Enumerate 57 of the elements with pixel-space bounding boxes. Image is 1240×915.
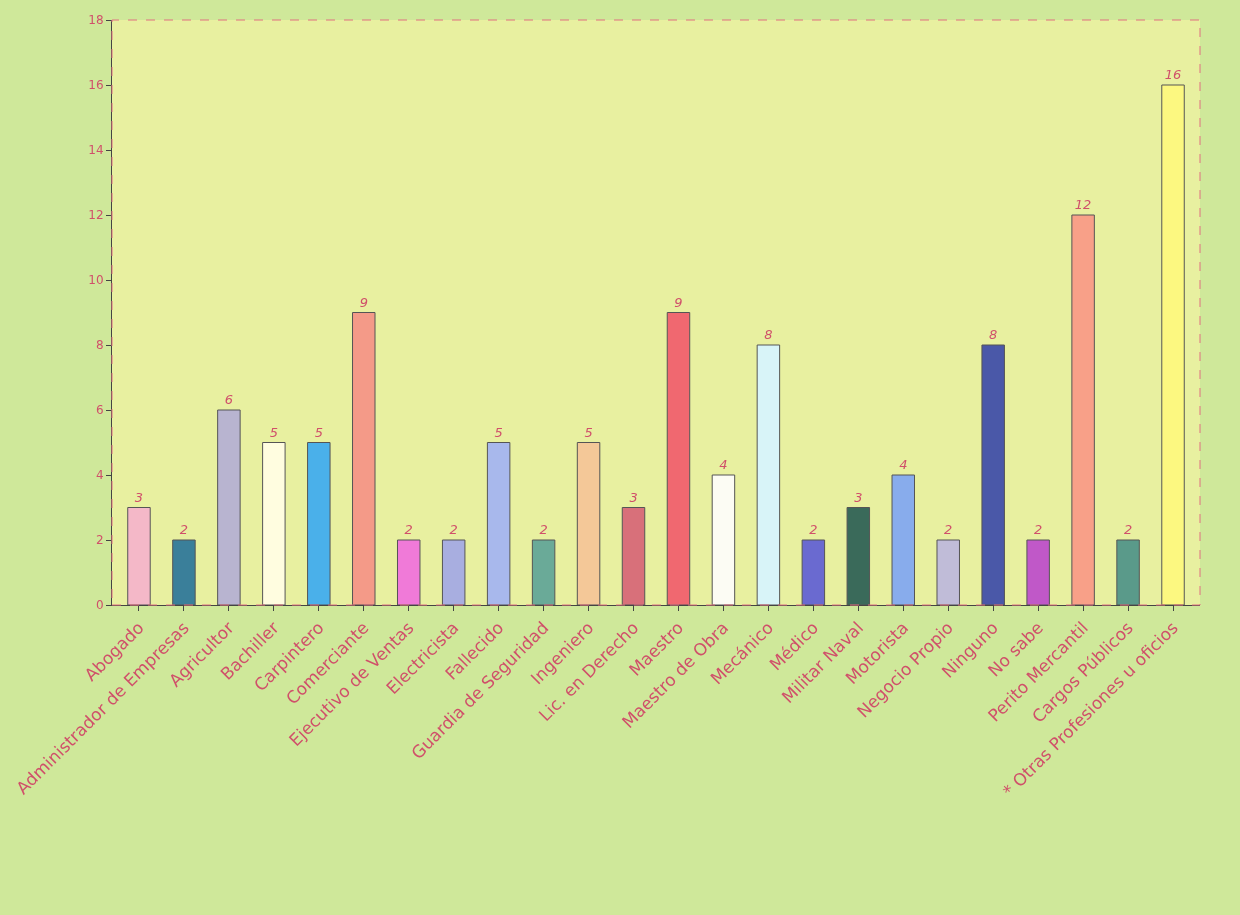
data-label: 5 bbox=[314, 424, 323, 440]
data-label: 3 bbox=[854, 489, 863, 505]
data-label: 2 bbox=[944, 522, 953, 537]
bar bbox=[846, 507, 871, 605]
bar bbox=[307, 442, 331, 605]
data-label: 3 bbox=[629, 489, 638, 505]
bar bbox=[217, 409, 241, 605]
bar bbox=[127, 507, 151, 605]
data-label: 12 bbox=[1074, 197, 1092, 212]
data-label: 4 bbox=[719, 457, 728, 472]
y-tick-label: 2 bbox=[95, 533, 104, 548]
data-label: 4 bbox=[899, 457, 908, 472]
data-label: 9 bbox=[359, 294, 368, 310]
bar bbox=[352, 312, 376, 605]
bar bbox=[936, 539, 960, 605]
y-tick-label: 4 bbox=[95, 468, 104, 483]
bar bbox=[1161, 84, 1185, 605]
bar bbox=[1116, 539, 1140, 605]
data-label: 5 bbox=[269, 424, 278, 440]
data-label: 8 bbox=[764, 327, 773, 342]
data-label: 2 bbox=[449, 522, 458, 537]
bar bbox=[801, 539, 826, 605]
data-label: 2 bbox=[539, 522, 548, 537]
y-tick-label: 18 bbox=[88, 13, 104, 28]
y-tick-label: 16 bbox=[88, 78, 104, 93]
bar bbox=[172, 539, 196, 605]
bar bbox=[1071, 214, 1095, 605]
bar bbox=[666, 312, 691, 605]
bar bbox=[396, 539, 421, 605]
bar bbox=[486, 442, 511, 605]
data-label: 2 bbox=[1034, 522, 1043, 537]
data-label: 16 bbox=[1164, 67, 1182, 82]
data-label: 5 bbox=[494, 424, 503, 440]
y-tick-label: 8 bbox=[95, 338, 104, 353]
bar bbox=[576, 442, 601, 605]
bar bbox=[756, 344, 781, 605]
bar bbox=[531, 539, 556, 605]
data-label: 5 bbox=[584, 424, 593, 440]
data-label: 8 bbox=[989, 327, 998, 342]
data-label: 3 bbox=[134, 489, 144, 505]
y-tick-label: 12 bbox=[88, 208, 104, 223]
y-tick-label: 10 bbox=[88, 273, 104, 288]
data-label: 2 bbox=[1123, 522, 1133, 537]
bar bbox=[262, 442, 286, 605]
data-label: 6 bbox=[224, 392, 234, 407]
bar bbox=[441, 539, 466, 605]
bar bbox=[891, 474, 916, 605]
data-label: 2 bbox=[179, 522, 189, 537]
y-tick-label: 0 bbox=[95, 598, 104, 613]
bar bbox=[1026, 539, 1050, 605]
data-label: 9 bbox=[674, 294, 683, 310]
data-label: 2 bbox=[809, 522, 818, 537]
bar bbox=[711, 474, 736, 605]
data-label: 2 bbox=[404, 522, 413, 537]
y-tick-label: 6 bbox=[95, 403, 104, 418]
bar bbox=[981, 344, 1005, 605]
y-tick-label: 14 bbox=[88, 143, 104, 158]
